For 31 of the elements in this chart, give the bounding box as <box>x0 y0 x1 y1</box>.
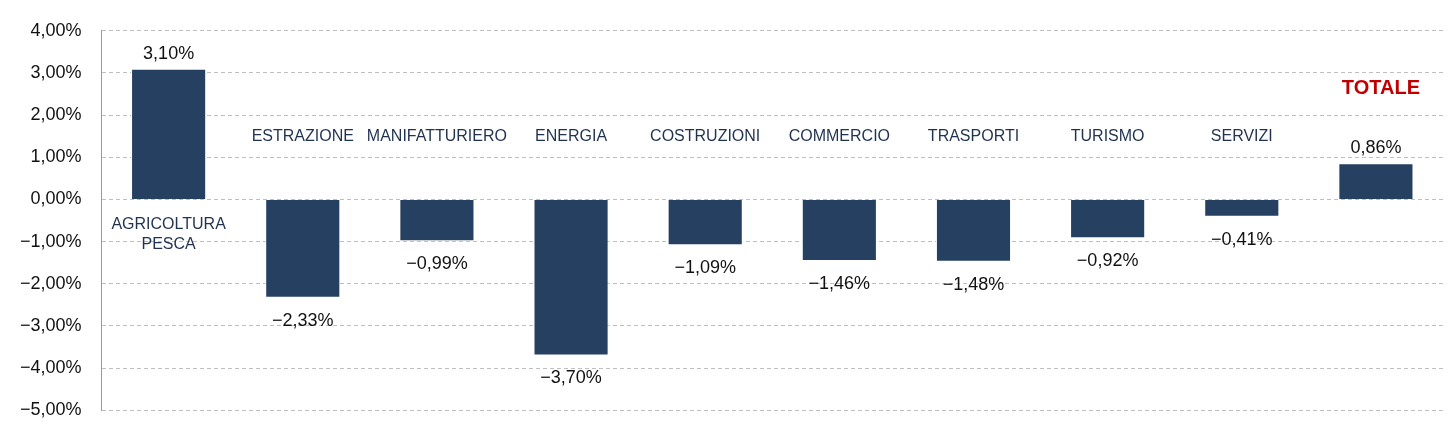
x-tick-label: TRASPORTI <box>927 126 1020 144</box>
category-label: AGRICOLTURA <box>111 214 226 232</box>
data-label: −0,99% <box>406 253 468 274</box>
x-tick-label: COSTRUZIONI <box>650 126 761 144</box>
x-tick-label: MANIFATTURIERO <box>366 126 507 144</box>
data-label: −2,33% <box>271 309 334 330</box>
y-tick-label: 3,00% <box>30 61 82 82</box>
data-label: −0,92% <box>1076 250 1139 271</box>
y-tick-label: 0,00% <box>30 188 82 209</box>
y-tick-label: −2,00% <box>19 272 82 293</box>
x-tick-label: TOTALE <box>1341 75 1421 98</box>
x-tick-label: ESTRAZIONE <box>251 126 354 144</box>
y-tick-label: 1,00% <box>30 146 82 167</box>
data-label: −3,70% <box>540 367 602 388</box>
data-label: 3,10% <box>143 42 195 63</box>
category-label: PESCA <box>141 234 196 252</box>
data-label: −0,41% <box>1211 228 1273 249</box>
x-tick-label: COMMERCIO <box>788 126 891 144</box>
data-label: −1,48% <box>942 273 1005 294</box>
y-tick-label: −5,00% <box>19 399 82 420</box>
y-tick-label: 4,00% <box>30 19 82 40</box>
y-tick-label: −3,00% <box>19 314 82 335</box>
x-tick-label: TURISMO <box>1070 126 1145 144</box>
y-tick-label: −1,00% <box>19 230 82 251</box>
data-label: 0,86% <box>1350 137 1402 158</box>
x-tick-label: ENERGIA <box>535 126 608 144</box>
y-tick-label: −4,00% <box>19 357 82 378</box>
x-tick-label: SERVIZI <box>1210 126 1273 144</box>
y-tick-label: 2,00% <box>30 104 82 125</box>
data-label: −1,46% <box>808 272 871 293</box>
data-label: −1,09% <box>674 257 736 278</box>
